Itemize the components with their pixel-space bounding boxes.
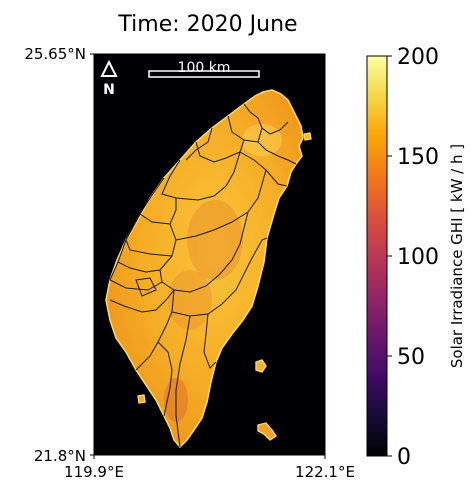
southern-islets	[257, 422, 277, 441]
scale-bar-line	[148, 70, 260, 78]
terrain-shade	[187, 200, 243, 280]
scale-bar-label: 100 km	[178, 60, 231, 76]
colorbar-tick-label: 100	[397, 245, 439, 270]
terrain-shade	[168, 270, 212, 330]
figure-title: Time: 2020 June	[117, 12, 297, 37]
county-boundaries	[109, 103, 297, 448]
north-label: N	[103, 82, 115, 98]
orchid-island	[255, 359, 267, 373]
colorbar-ramp	[366, 55, 388, 457]
colorbar-tick-label: 150	[397, 145, 439, 170]
map-panel: N 100 km 25.65°N 21.8°N 119.9°E 122.1°E	[24, 45, 355, 481]
lon-right-label: 122.1°E	[295, 463, 355, 481]
colorbar-label: Solar Irradiance GHI [ kW / h ]	[448, 144, 466, 368]
north-arrow: N	[100, 59, 118, 98]
lat-top-label: 25.65°N	[24, 45, 86, 63]
colorbar: 200 150 100 50 0 Solar Irradiance GHI [ kW /…	[366, 45, 466, 470]
terrain-highlight	[242, 124, 282, 156]
colorbar-tick-label: 0	[397, 445, 411, 470]
green-island	[137, 394, 146, 404]
colorbar-tick-label: 200	[397, 45, 439, 70]
north-arrow-icon	[100, 59, 118, 77]
colorbar-tick-label: 50	[397, 345, 425, 370]
lon-left-label: 119.9°E	[64, 463, 124, 481]
keelung-islet	[303, 132, 312, 141]
scale-bar: 100 km	[148, 60, 260, 78]
lat-bottom-label: 21.8°N	[34, 447, 86, 465]
map-frame	[93, 53, 326, 456]
